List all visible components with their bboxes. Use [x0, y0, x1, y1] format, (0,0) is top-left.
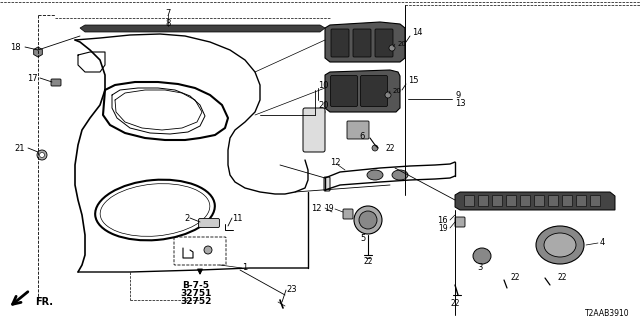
Text: 17: 17 — [28, 74, 38, 83]
FancyBboxPatch shape — [534, 196, 545, 206]
Text: 19: 19 — [324, 204, 334, 212]
Text: 22: 22 — [557, 274, 566, 283]
Polygon shape — [325, 22, 405, 62]
Text: 32751: 32751 — [180, 289, 212, 298]
Text: 11: 11 — [232, 213, 243, 222]
FancyBboxPatch shape — [506, 196, 516, 206]
FancyBboxPatch shape — [343, 209, 353, 219]
Text: 2: 2 — [185, 213, 190, 222]
Text: FR.: FR. — [35, 297, 53, 307]
FancyBboxPatch shape — [330, 76, 358, 107]
Text: T2AAB3910: T2AAB3910 — [586, 309, 630, 318]
FancyBboxPatch shape — [455, 217, 465, 227]
Text: 12: 12 — [330, 157, 340, 166]
Text: 22: 22 — [364, 258, 372, 267]
Circle shape — [372, 145, 378, 151]
Polygon shape — [455, 192, 615, 210]
Text: 32752: 32752 — [180, 297, 212, 306]
FancyBboxPatch shape — [548, 196, 559, 206]
Text: 3: 3 — [477, 263, 483, 273]
Text: 15: 15 — [408, 76, 419, 84]
FancyBboxPatch shape — [331, 29, 349, 57]
FancyBboxPatch shape — [493, 196, 502, 206]
Text: 20: 20 — [318, 100, 328, 109]
Circle shape — [40, 153, 45, 157]
Text: 16: 16 — [437, 215, 448, 225]
FancyBboxPatch shape — [353, 29, 371, 57]
Ellipse shape — [544, 233, 576, 257]
Text: 8: 8 — [165, 19, 171, 28]
Text: 23: 23 — [286, 285, 296, 294]
Text: 22: 22 — [510, 273, 520, 282]
Text: 20: 20 — [398, 41, 407, 47]
Text: 19: 19 — [438, 223, 448, 233]
FancyBboxPatch shape — [303, 108, 325, 152]
Text: 14: 14 — [412, 28, 422, 36]
Ellipse shape — [392, 170, 408, 180]
Text: 4: 4 — [600, 237, 605, 246]
Circle shape — [385, 92, 391, 98]
Text: B-7-5: B-7-5 — [182, 281, 209, 290]
Circle shape — [204, 246, 212, 254]
Text: 9: 9 — [455, 91, 460, 100]
Circle shape — [389, 45, 395, 51]
FancyBboxPatch shape — [577, 196, 586, 206]
Text: 21: 21 — [15, 143, 25, 153]
Text: 12: 12 — [312, 204, 322, 212]
Text: 5: 5 — [360, 234, 365, 243]
Text: 22: 22 — [451, 299, 460, 308]
Text: 13: 13 — [455, 99, 466, 108]
FancyBboxPatch shape — [347, 121, 369, 139]
Text: 6: 6 — [359, 132, 365, 140]
Text: 20: 20 — [393, 88, 402, 94]
FancyBboxPatch shape — [198, 219, 220, 228]
FancyBboxPatch shape — [520, 196, 531, 206]
FancyBboxPatch shape — [591, 196, 600, 206]
FancyBboxPatch shape — [51, 79, 61, 86]
FancyBboxPatch shape — [479, 196, 488, 206]
Text: 7: 7 — [165, 9, 171, 18]
FancyBboxPatch shape — [375, 29, 393, 57]
Text: 18: 18 — [10, 43, 20, 52]
FancyBboxPatch shape — [360, 76, 387, 107]
FancyBboxPatch shape — [465, 196, 474, 206]
Polygon shape — [80, 25, 325, 32]
Ellipse shape — [536, 226, 584, 264]
Text: 22: 22 — [385, 143, 394, 153]
FancyBboxPatch shape — [324, 177, 330, 191]
Text: 1: 1 — [242, 263, 247, 273]
Ellipse shape — [473, 248, 491, 264]
Ellipse shape — [359, 211, 377, 229]
Circle shape — [319, 109, 325, 115]
Ellipse shape — [354, 206, 382, 234]
Text: 10: 10 — [318, 81, 328, 90]
Circle shape — [37, 150, 47, 160]
FancyBboxPatch shape — [563, 196, 573, 206]
Polygon shape — [325, 70, 400, 112]
Ellipse shape — [367, 170, 383, 180]
